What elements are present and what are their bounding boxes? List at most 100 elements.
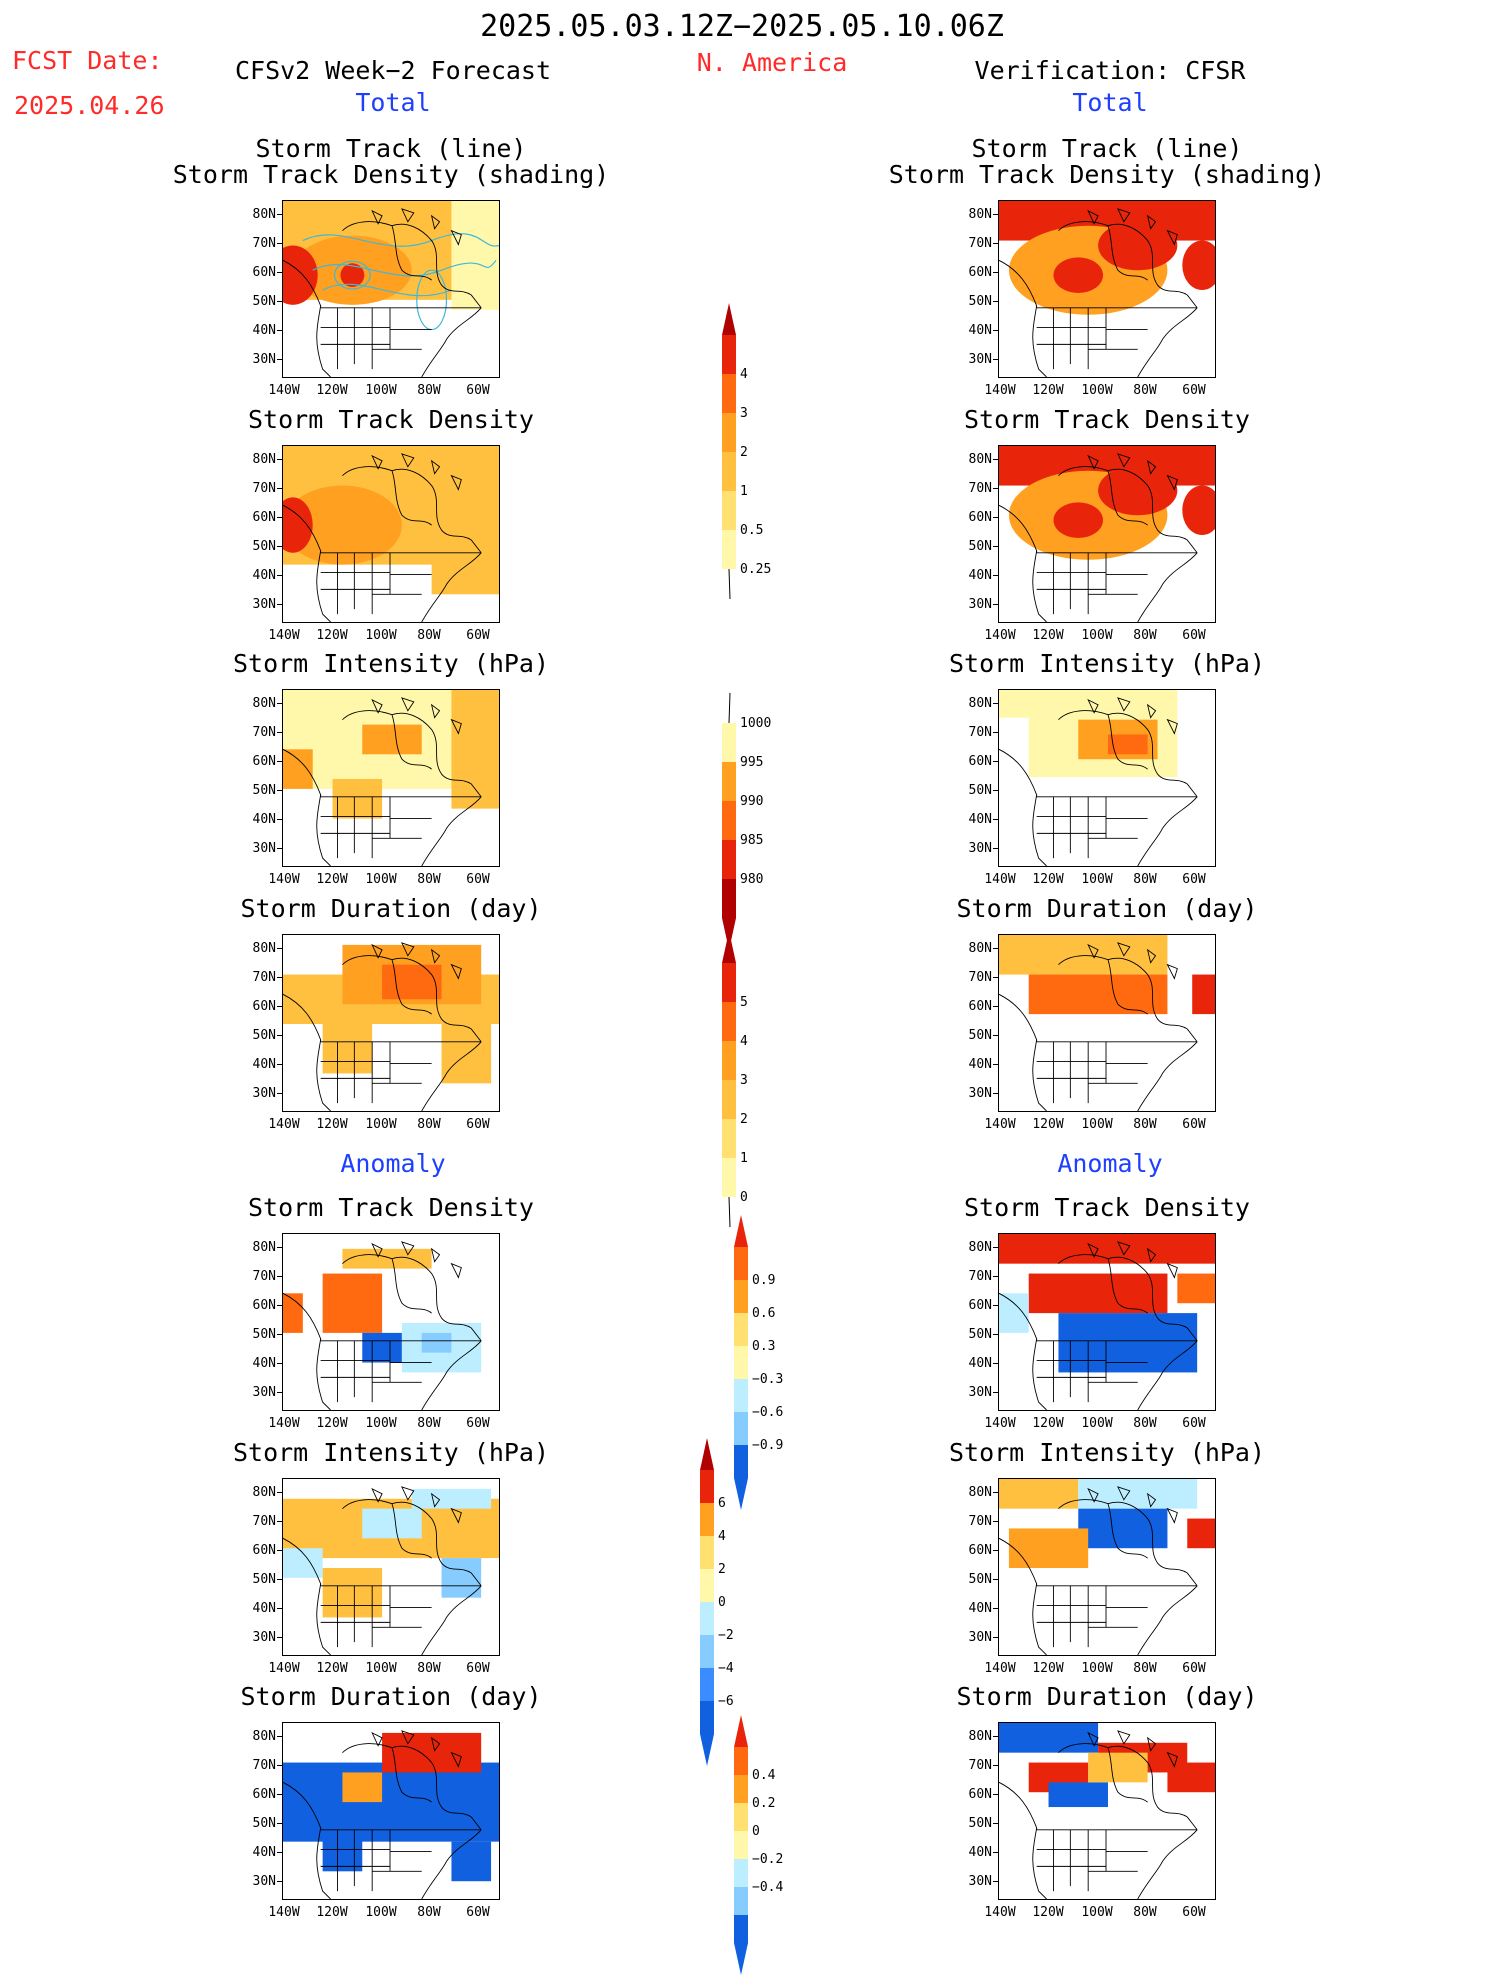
lat-tick [993, 1276, 998, 1277]
colorbar-label: 3 [740, 406, 748, 421]
lat-tick [993, 977, 998, 978]
colorbar-segment [722, 530, 736, 569]
lon-tick-label: 140W [268, 1905, 300, 1920]
lat-tick-label: 60N [252, 1298, 276, 1313]
colorbar-label: −2 [718, 1628, 734, 1643]
panel-title: Storm Track Density [248, 405, 534, 434]
lat-tick-label: 50N [252, 294, 276, 309]
lat-tick-label: 50N [968, 1028, 992, 1043]
lat-tick [993, 1064, 998, 1065]
colorbar-segment [734, 1859, 748, 1887]
colorbar-arrow-top [722, 303, 736, 335]
lat-tick-label: 30N [968, 1385, 992, 1400]
lat-tick [277, 732, 282, 733]
colorbar-label: −0.9 [752, 1438, 783, 1453]
lat-tick-label: 70N [968, 1514, 992, 1529]
colorbar-duration-anomaly: 0.4 0.2 0 −0.2 −0.4 [734, 1712, 794, 1982]
lon-tick-label: 120W [1032, 1117, 1064, 1132]
lat-tick-label: 60N [252, 754, 276, 769]
lat-tick-label: 30N [252, 841, 276, 856]
lat-tick [277, 1392, 282, 1393]
lat-tick [277, 1006, 282, 1007]
panel-title: Storm Intensity (hPa) [232, 649, 550, 678]
lon-tick-label: 100W [1081, 1117, 1113, 1132]
lon-tick-label: 140W [268, 628, 300, 643]
panel-title: Storm Intensity (hPa) [948, 649, 1266, 678]
lon-tick-label: 80W [417, 1117, 441, 1132]
lat-tick-label: 70N [252, 1514, 276, 1529]
lat-tick [277, 948, 282, 949]
lat-tick [993, 1823, 998, 1824]
lat-tick-label: 40N [968, 812, 992, 827]
lat-tick [277, 1852, 282, 1853]
date-range-title: 2025.05.03.12Z−2025.05.10.06Z [480, 9, 1004, 44]
colorbar-segment [734, 1831, 748, 1859]
lat-tick-label: 50N [252, 783, 276, 798]
lon-tick-label: 120W [316, 1117, 348, 1132]
lat-tick-label: 80N [968, 941, 992, 956]
colorbar-label: 990 [740, 794, 763, 809]
lat-tick-label: 30N [968, 1086, 992, 1101]
lat-tick-label: 50N [252, 1572, 276, 1587]
lat-tick-label: 50N [968, 1327, 992, 1342]
total-label-right: Total [1072, 88, 1148, 117]
lat-tick-label: 30N [968, 1630, 992, 1645]
lon-tick-label: 100W [365, 1661, 397, 1676]
lat-tick [993, 848, 998, 849]
anomaly-label-left: Anomaly [340, 1149, 446, 1178]
lon-tick-label: 100W [1081, 1661, 1113, 1676]
colorbar-segment [722, 374, 736, 413]
lat-tick-label: 50N [252, 539, 276, 554]
colorbar-segment [722, 1080, 736, 1119]
lon-tick-label: 60W [466, 383, 490, 398]
lat-tick-label: 60N [252, 510, 276, 525]
lon-tick-label: 140W [984, 1416, 1016, 1431]
lon-tick-label: 80W [1133, 1416, 1157, 1431]
verification-title: Verification: CFSR [974, 56, 1246, 85]
lat-tick-label: 60N [252, 265, 276, 280]
colorbar-segment [700, 1470, 714, 1503]
panel-title: Storm Track (line) [255, 134, 527, 163]
map-panel [998, 934, 1216, 1112]
lon-tick-label: 80W [417, 628, 441, 643]
lon-tick-label: 100W [1081, 1416, 1113, 1431]
lat-tick [277, 761, 282, 762]
colorbar-segment [734, 1887, 748, 1915]
lat-tick [993, 1006, 998, 1007]
lon-tick-label: 120W [1032, 1905, 1064, 1920]
lon-tick-label: 80W [1133, 1117, 1157, 1132]
colorbar-label: 4 [718, 1529, 726, 1544]
panel-title: Storm Track Density [964, 405, 1250, 434]
colorbar-label: 3 [740, 1073, 748, 1088]
colorbar-segment [722, 1119, 736, 1158]
lat-tick-label: 70N [252, 970, 276, 985]
colorbar-arrow-top [734, 1215, 748, 1247]
lat-tick [993, 1637, 998, 1638]
lat-tick [277, 272, 282, 273]
colorbar-segment [700, 1503, 714, 1536]
lat-tick [993, 272, 998, 273]
lat-tick [277, 1093, 282, 1094]
lon-tick-label: 80W [1133, 383, 1157, 398]
lat-tick [277, 1035, 282, 1036]
lat-tick [277, 848, 282, 849]
lat-tick-label: 40N [968, 323, 992, 338]
lat-tick-label: 30N [252, 1874, 276, 1889]
map-panel [282, 934, 500, 1112]
lat-tick-label: 30N [968, 1874, 992, 1889]
lon-tick-label: 120W [1032, 628, 1064, 643]
lat-tick [993, 359, 998, 360]
lat-tick [993, 1852, 998, 1853]
lat-tick [993, 790, 998, 791]
lon-tick-label: 120W [1032, 1661, 1064, 1676]
panel-title: Storm Track Density [248, 1193, 534, 1222]
colorbar-arrow-bottom [734, 1478, 748, 1510]
colorbar-label: 0.9 [752, 1273, 775, 1288]
lat-tick-label: 40N [252, 1845, 276, 1860]
lat-tick [993, 546, 998, 547]
colorbar-segment [722, 801, 736, 840]
panel-title: Storm Track (line) [971, 134, 1243, 163]
lat-tick [993, 488, 998, 489]
lat-tick-label: 60N [252, 999, 276, 1014]
lat-tick-label: 60N [968, 754, 992, 769]
